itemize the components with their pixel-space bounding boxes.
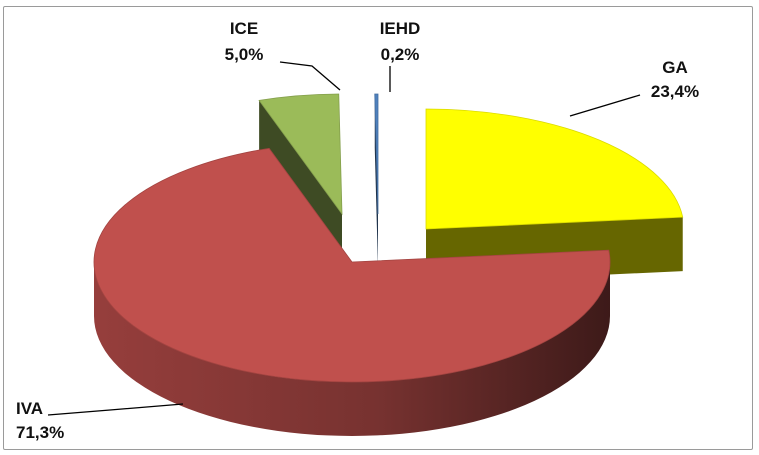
ice-slice [258,93,343,216]
iva-name-label: IVA [16,399,43,418]
ice-name-label: ICE [230,19,258,38]
ga-leader-line [569,94,641,117]
iehd-percent-label: 0,2% [381,45,420,64]
iva-percent-label: 71,3% [16,423,64,442]
ga-name-label: GA [662,58,688,77]
ice-leader-line [279,61,341,91]
ga-percent-label: 23,4% [651,82,699,101]
iva-slice [93,147,611,383]
pie-leaders [47,61,641,416]
iva-leader-line [47,403,184,416]
iehd-slice [374,93,379,215]
pie-tops [93,93,684,383]
pie-labels: GA 23,4% IVA 71,3% ICE 5,0% IEHD 0,2% [16,19,699,442]
ice-percent-label: 5,0% [225,45,264,64]
iva-side [94,262,610,436]
ga-slice [425,108,684,230]
iehd-name-label: IEHD [380,19,421,38]
